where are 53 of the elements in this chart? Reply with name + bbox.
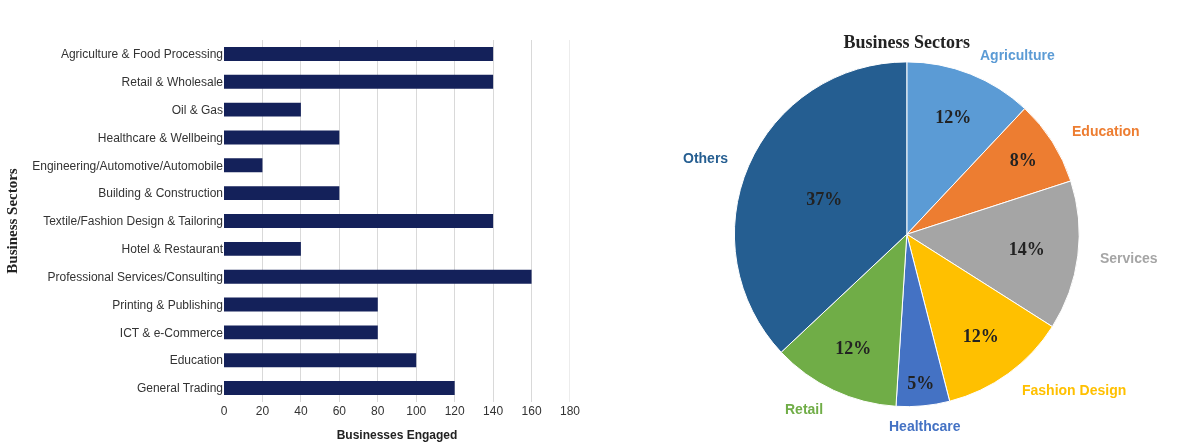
data-label: 14% (1008, 239, 1045, 260)
y-tick-label: Oil & Gas (171, 102, 223, 117)
y-tick-label: Professional Services/Consulting (47, 269, 223, 284)
y-tick-label: Printing & Publishing (112, 297, 223, 312)
x-tick-label: 140 (483, 404, 504, 418)
y-axis-title: Business Sectors (4, 168, 21, 274)
bar (224, 186, 340, 201)
data-label: 8% (1009, 150, 1037, 171)
y-tick-label: Agriculture & Food Processing (60, 47, 223, 62)
y-tick-label: Textile/Fashion Design & Tailoring (43, 214, 223, 229)
slice-label: Healthcare (889, 418, 961, 434)
bar (224, 130, 340, 145)
bar (224, 158, 263, 173)
bar (224, 46, 494, 61)
bar (224, 74, 494, 89)
x-axis-title: Businesses Engaged (336, 428, 458, 442)
slice-label: Agriculture (980, 47, 1055, 63)
bar (224, 381, 455, 396)
bar (224, 214, 494, 228)
data-label: 5% (907, 372, 935, 393)
chart-title: Business Sectors (843, 31, 971, 52)
y-tick-label: ICT & e-Commerce (119, 325, 224, 340)
slice-label: Retail (785, 401, 824, 417)
data-label: 37% (806, 188, 843, 209)
x-tick-label: 120 (444, 404, 465, 418)
slice-label: Services (1100, 250, 1158, 266)
y-tick-label: Hotel & Restaurant (121, 242, 224, 257)
bar (224, 102, 301, 117)
bar (224, 325, 378, 340)
y-tick-label: General Trading (136, 381, 223, 396)
data-label: 12% (962, 326, 999, 347)
slice-label: Education (1072, 123, 1140, 139)
y-tick-label: Healthcare & Wellbeing (97, 130, 223, 145)
y-tick-label: Building & Construction (98, 186, 223, 201)
slice-label: Others (683, 150, 729, 166)
x-tick-label: 80 (371, 404, 385, 418)
x-tick-label: 160 (521, 404, 542, 418)
x-tick-label: 40 (294, 404, 308, 418)
y-tick-label: Education (169, 353, 223, 368)
bar (224, 269, 532, 284)
y-tick-label: Retail & Wholesale (121, 74, 224, 89)
data-label: 12% (835, 338, 872, 359)
bar (224, 241, 301, 256)
data-label: 12% (935, 107, 972, 128)
x-tick-label: 20 (255, 404, 270, 418)
y-tick-label: Engineering/Automotive/Automobile (32, 158, 224, 173)
x-tick-label: 100 (406, 404, 427, 418)
bar (224, 353, 417, 368)
slice-label: Fashion Design (1022, 382, 1127, 398)
x-tick-label: 60 (332, 404, 347, 418)
x-tick-label: 180 (559, 404, 581, 418)
bar (224, 297, 378, 312)
x-tick-label: 0 (220, 404, 228, 418)
